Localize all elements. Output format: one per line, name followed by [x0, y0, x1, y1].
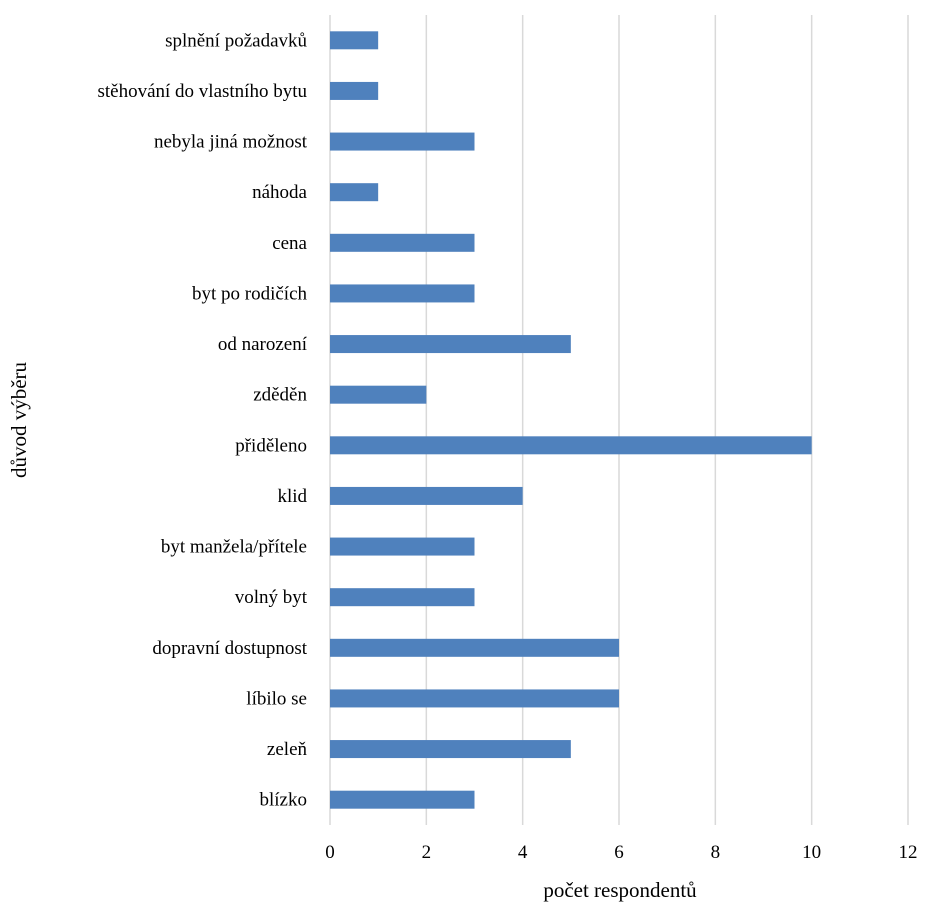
category-label: přiděleno	[235, 435, 307, 456]
bar	[330, 81, 379, 100]
x-tick-label: 6	[614, 842, 624, 863]
category-label: cena	[272, 233, 307, 254]
bar	[330, 689, 619, 708]
bar	[330, 132, 475, 151]
bars	[330, 31, 812, 809]
category-label: nebyla jiná možnost	[154, 132, 308, 153]
category-label: náhoda	[252, 182, 307, 203]
bar	[330, 183, 379, 202]
category-labels: splnění požadavků stěhování do vlastního …	[97, 30, 307, 810]
category-label: zděděn	[253, 385, 307, 406]
bar	[330, 385, 427, 404]
category-label: splnění požadavků	[165, 30, 307, 51]
bar	[330, 588, 475, 607]
category-label: blízko	[260, 790, 308, 811]
bar	[330, 233, 475, 252]
bar	[330, 740, 571, 759]
x-tick-label: 0	[325, 842, 335, 863]
category-label: byt manžela/přítele	[161, 537, 307, 558]
bar	[330, 436, 812, 455]
category-label: byt po rodičích	[192, 283, 308, 304]
category-label: od narození	[218, 334, 308, 355]
x-tick-label: 12	[899, 842, 918, 863]
y-axis-title: důvod výběru	[7, 361, 31, 478]
category-label: zeleň	[267, 739, 308, 760]
bar	[330, 335, 571, 354]
bar	[330, 790, 475, 809]
x-tick-label: 2	[422, 842, 432, 863]
bar	[330, 638, 619, 657]
x-tick-label: 10	[802, 842, 821, 863]
category-label: klid	[277, 486, 307, 507]
x-tick-labels: 0 2 4 6 8 10 12	[325, 842, 917, 863]
bar	[330, 284, 475, 303]
x-axis-title: počet respondentů	[543, 878, 697, 902]
category-label: dopravní dostupnost	[152, 638, 307, 659]
category-label: volný byt	[235, 587, 308, 608]
category-label: stěhování do vlastního bytu	[97, 81, 307, 102]
bar	[330, 31, 379, 50]
bar	[330, 486, 523, 505]
x-tick-label: 8	[711, 842, 721, 863]
category-label: líbilo se	[246, 688, 307, 709]
bar	[330, 537, 475, 556]
x-tick-label: 4	[518, 842, 528, 863]
